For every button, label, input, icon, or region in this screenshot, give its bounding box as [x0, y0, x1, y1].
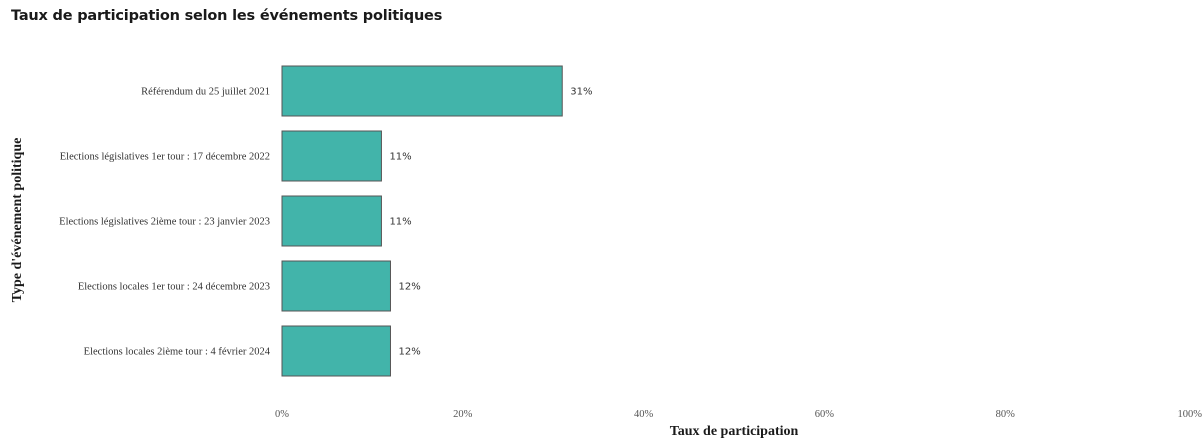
data-label: 11% [389, 217, 411, 228]
bar [281, 325, 391, 377]
category-label: Référendum du 25 juillet 2021 [141, 87, 270, 98]
data-label: 11% [389, 152, 411, 163]
category-label: Elections législatives 2ième tour : 23 j… [59, 217, 270, 228]
x-tick-label: 60% [815, 409, 835, 420]
chart-title: Taux de participation selon les événemen… [11, 8, 443, 24]
bar [281, 195, 382, 247]
x-tick-label: 100% [1178, 409, 1203, 420]
bars [281, 65, 563, 377]
x-axis-title: Taux de participation [670, 424, 799, 439]
x-tick-label: 40% [634, 409, 654, 420]
data-label: 12% [398, 347, 420, 358]
data-label: 12% [398, 282, 420, 293]
bar [281, 65, 563, 117]
x-tick-labels: 0% 20% 40% 60% 80% 100% [275, 409, 1202, 420]
y-axis-title: Type d'événement politique [10, 138, 25, 303]
bar [281, 260, 391, 312]
data-label: 31% [570, 87, 592, 98]
value-labels: 31% 11% 11% 12% 12% [389, 87, 592, 358]
category-label: Elections locales 2ième tour : 4 février… [84, 347, 271, 358]
x-tick-label: 80% [996, 409, 1016, 420]
x-tick-label: 0% [275, 409, 289, 420]
category-labels: Référendum du 25 juillet 2021 Elections l… [59, 87, 271, 358]
category-label: Elections législatives 1er tour : 17 déc… [60, 152, 270, 163]
category-label: Elections locales 1er tour : 24 décembre… [78, 282, 270, 293]
x-tick-label: 20% [453, 409, 473, 420]
bar [281, 130, 382, 182]
